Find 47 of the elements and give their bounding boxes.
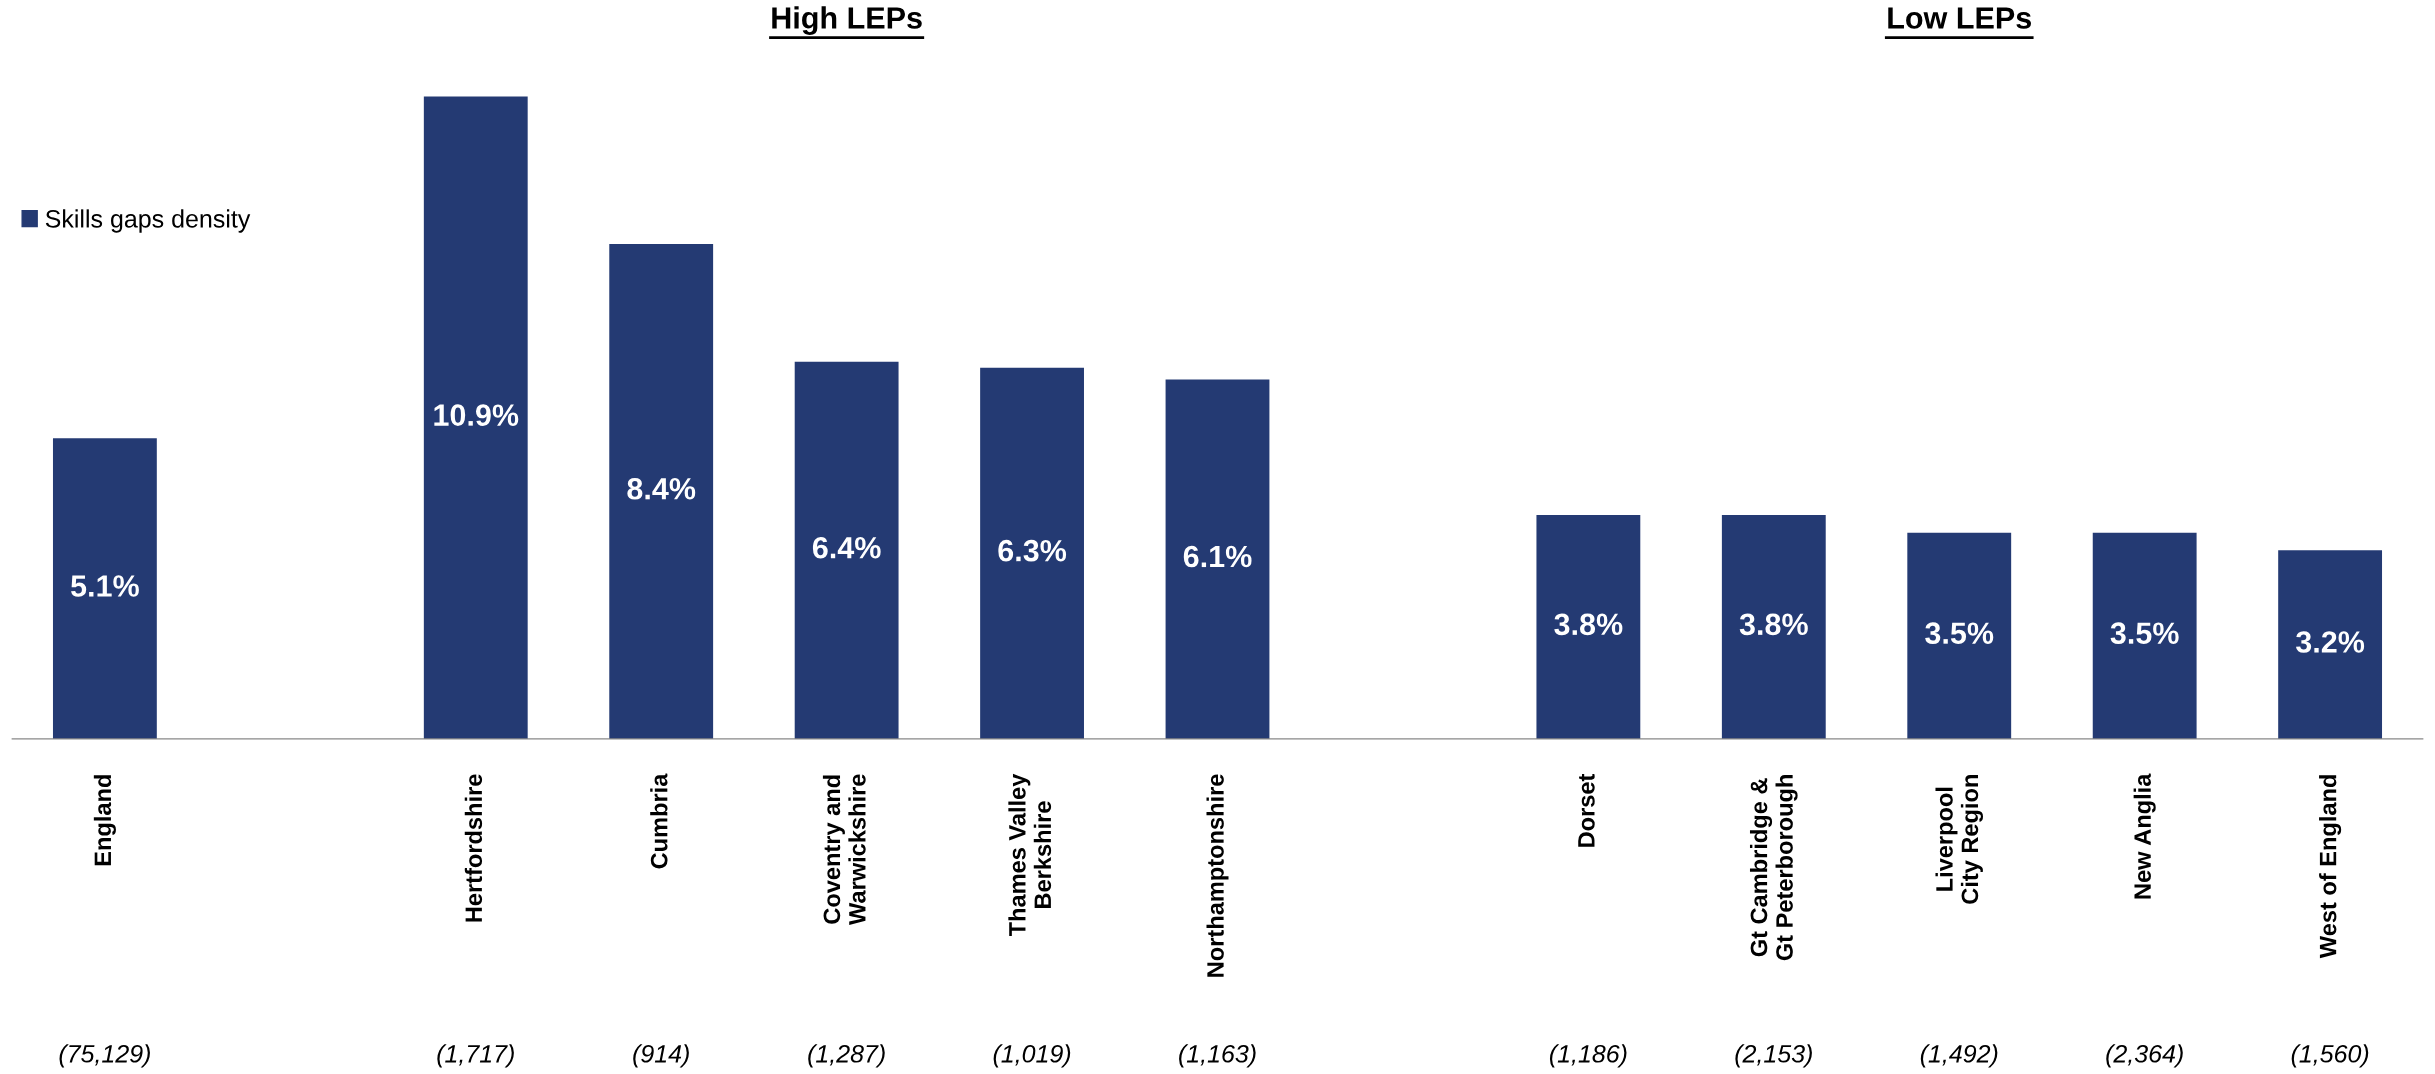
x-tick-label: England: [93, 775, 116, 866]
bar: [1721, 514, 1826, 739]
bar: [980, 367, 1084, 739]
x-tick-label: West of England: [2319, 775, 2342, 959]
data-label: 3.8%: [1739, 613, 1808, 636]
text: (1,492): [1920, 1044, 1998, 1068]
text: (1,186): [1549, 1044, 1627, 1068]
x-tick-label: Liverpool City Region: [1935, 775, 1984, 904]
data-label: 3.5%: [1925, 622, 1994, 645]
x-tick-label: Northamptonshire: [1206, 774, 1229, 977]
text: High LEPs: [772, 6, 922, 35]
data-label: 6.1%: [1183, 545, 1252, 568]
data-label: 6.3%: [998, 539, 1067, 562]
bar: [1907, 532, 2012, 739]
x-tick-label: New Anglia: [2133, 773, 2156, 899]
bar: [794, 361, 899, 739]
data-label: 5.1%: [71, 575, 139, 597]
x-tick-label: Gt Cambridge & Gt Peterborough: [1749, 775, 1798, 961]
text: (1,717): [437, 1044, 514, 1068]
bar: [609, 243, 714, 739]
text: (2,364): [2106, 1044, 2183, 1068]
x-tick-label: Hertfordshire: [464, 774, 483, 922]
x-tick-label: Coventry and Warwickshire: [822, 774, 866, 925]
bar: [1165, 379, 1270, 739]
bar: [2278, 550, 2383, 739]
text: Low LEPs: [1888, 7, 2031, 29]
x-tick-label: Dorset: [1578, 773, 1595, 847]
x-tick-label: Thames Valley Berkshire: [1008, 773, 1052, 937]
text: (1,287): [808, 1044, 885, 1068]
text: (1,560): [2291, 1044, 2369, 1068]
bar: [2092, 532, 2197, 739]
data-label: 8.4%: [627, 477, 696, 500]
data-label: 10.9%: [434, 404, 519, 426]
bar: [1536, 514, 1641, 739]
text: (75,129): [59, 1044, 150, 1068]
data-label: 3.5%: [2110, 622, 2179, 645]
bar: [52, 438, 157, 739]
bar: [423, 96, 528, 739]
x-tick-label: Cumbria: [650, 773, 668, 869]
text: (914): [633, 1044, 689, 1068]
text: (2,153): [1735, 1044, 1812, 1068]
text: (1,163): [1179, 1044, 1256, 1068]
data-label: 3.2%: [2295, 631, 2365, 653]
data-label: 6.4%: [812, 536, 881, 559]
data-label: 3.8%: [1554, 613, 1623, 636]
text: (1,019): [993, 1044, 1071, 1068]
legend-label: Skills gaps density: [45, 209, 251, 233]
